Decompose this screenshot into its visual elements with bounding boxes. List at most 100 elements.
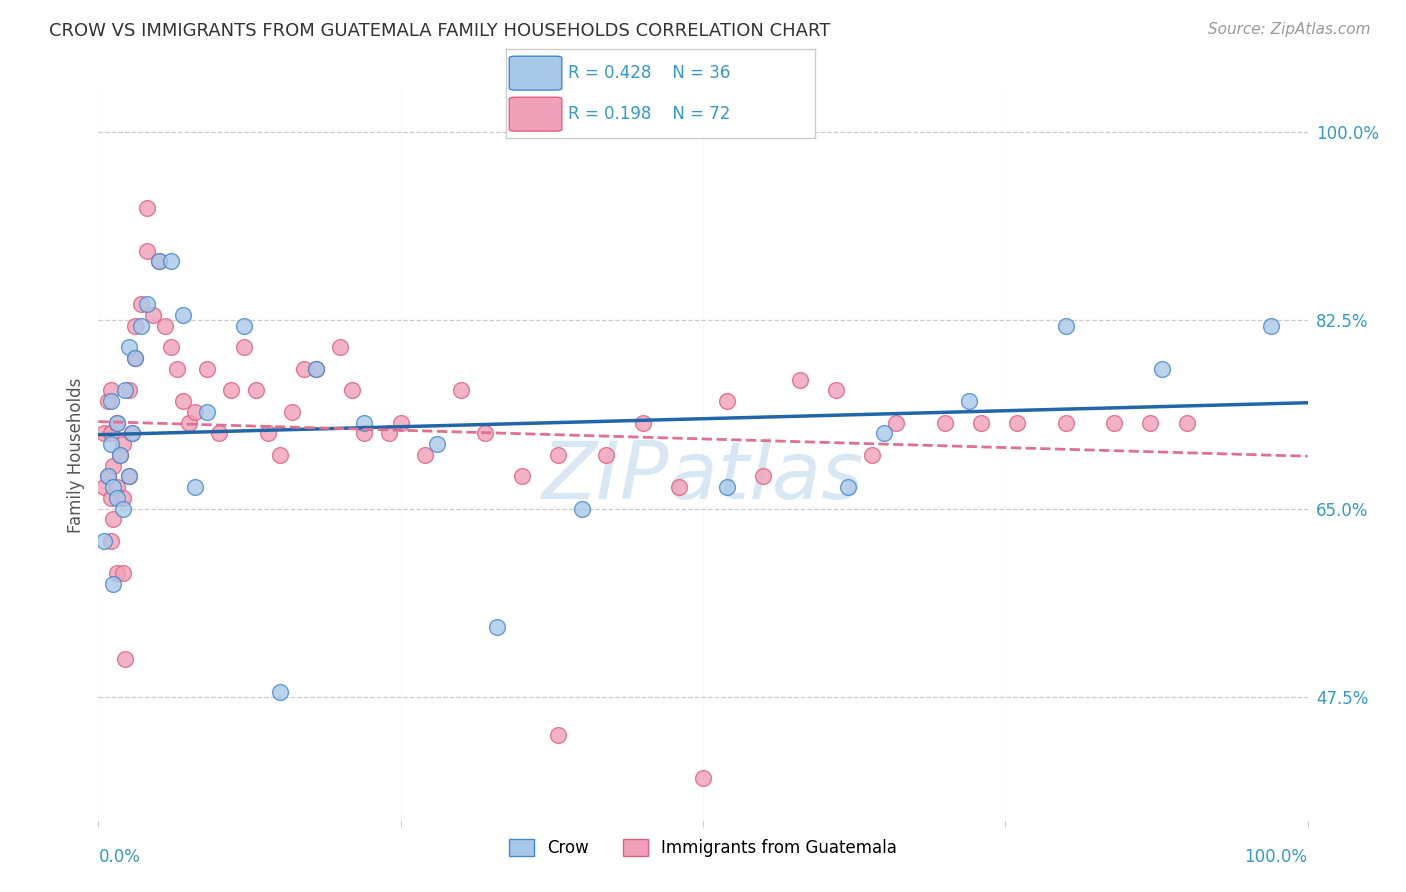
Point — [129, 297, 152, 311]
Point — [486, 620, 509, 634]
Point — [1260, 318, 1282, 333]
Point — [97, 469, 120, 483]
Point — [129, 318, 152, 333]
Point — [111, 566, 134, 581]
Point — [631, 416, 654, 430]
Point — [1054, 318, 1077, 333]
Point — [105, 566, 128, 581]
Point — [172, 394, 194, 409]
Point — [208, 426, 231, 441]
Point — [342, 384, 364, 398]
Point — [118, 469, 141, 483]
Point — [1007, 416, 1029, 430]
Point — [101, 577, 124, 591]
Point — [292, 362, 315, 376]
Point — [934, 416, 956, 430]
Point — [114, 384, 136, 398]
Point — [93, 533, 115, 548]
Point — [184, 480, 207, 494]
Point — [957, 394, 980, 409]
Point — [111, 491, 134, 505]
Y-axis label: Family Households: Family Households — [66, 377, 84, 533]
Point — [118, 384, 141, 398]
Point — [179, 416, 201, 430]
Point — [135, 201, 157, 215]
Point — [547, 728, 569, 742]
Point — [232, 318, 254, 333]
Point — [101, 480, 124, 494]
Point — [97, 394, 120, 409]
Point — [172, 308, 194, 322]
Point — [100, 394, 122, 409]
Point — [121, 426, 143, 441]
Point — [153, 318, 176, 333]
Point — [1175, 416, 1198, 430]
Point — [1102, 416, 1125, 430]
Point — [124, 351, 146, 365]
Point — [221, 384, 243, 398]
Point — [100, 426, 122, 441]
Point — [377, 426, 399, 441]
Point — [105, 480, 128, 494]
Point — [124, 351, 146, 365]
Point — [124, 318, 146, 333]
Text: R = 0.428    N = 36: R = 0.428 N = 36 — [568, 64, 730, 82]
Point — [101, 458, 124, 473]
Point — [752, 469, 775, 483]
Point — [305, 362, 328, 376]
Point — [426, 437, 449, 451]
Point — [547, 448, 569, 462]
Point — [105, 416, 128, 430]
Point — [195, 362, 218, 376]
Point — [142, 308, 165, 322]
Point — [148, 254, 170, 268]
Point — [105, 416, 128, 430]
Text: 100.0%: 100.0% — [1244, 847, 1308, 865]
Point — [160, 254, 183, 268]
Point — [668, 480, 690, 494]
Point — [101, 512, 124, 526]
Point — [329, 340, 352, 354]
Point — [100, 437, 122, 451]
Point — [118, 469, 141, 483]
Point — [1139, 416, 1161, 430]
Point — [111, 437, 134, 451]
FancyBboxPatch shape — [509, 56, 562, 90]
Point — [135, 244, 157, 258]
Point — [245, 384, 267, 398]
Point — [353, 426, 375, 441]
Point — [886, 416, 908, 430]
Point — [1152, 362, 1174, 376]
Point — [121, 426, 143, 441]
Point — [595, 448, 617, 462]
Point — [108, 448, 131, 462]
Point — [166, 362, 188, 376]
Text: 0.0%: 0.0% — [98, 847, 141, 865]
Point — [389, 416, 412, 430]
Point — [837, 480, 859, 494]
Legend: Crow, Immigrants from Guatemala: Crow, Immigrants from Guatemala — [502, 832, 904, 863]
Point — [716, 480, 738, 494]
Point — [789, 373, 811, 387]
Point — [232, 340, 254, 354]
Point — [825, 384, 848, 398]
Point — [135, 297, 157, 311]
Point — [269, 448, 291, 462]
Point — [256, 426, 278, 441]
Point — [692, 771, 714, 785]
Point — [184, 405, 207, 419]
Point — [148, 254, 170, 268]
Point — [281, 405, 304, 419]
Point — [269, 684, 291, 698]
Point — [510, 469, 533, 483]
Point — [716, 394, 738, 409]
Point — [305, 362, 328, 376]
Point — [105, 491, 128, 505]
Point — [118, 340, 141, 354]
Point — [111, 501, 134, 516]
Point — [93, 426, 115, 441]
Point — [93, 480, 115, 494]
Point — [100, 384, 122, 398]
Point — [100, 491, 122, 505]
Point — [970, 416, 993, 430]
